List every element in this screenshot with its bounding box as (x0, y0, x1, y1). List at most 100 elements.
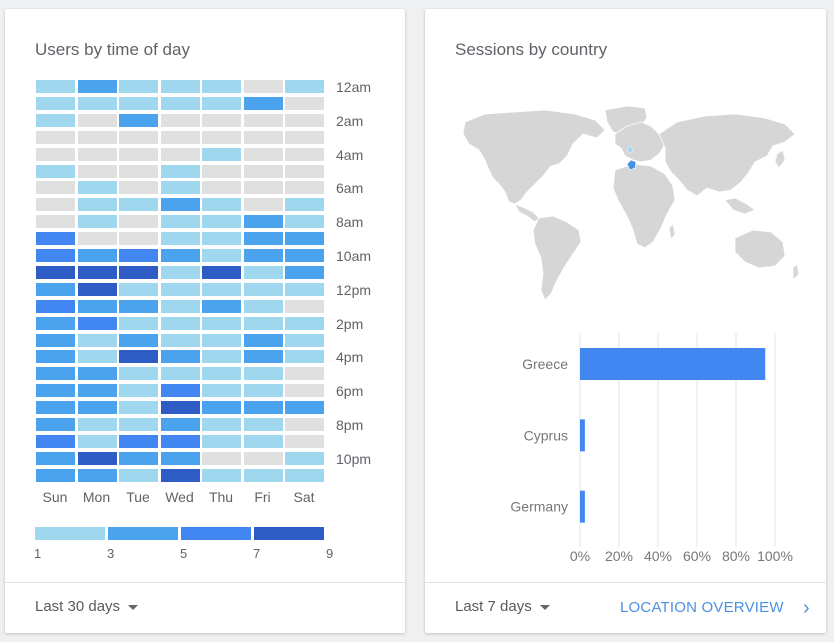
heatmap-cell[interactable] (119, 401, 158, 415)
heatmap-cell[interactable] (77, 215, 117, 229)
heatmap-cell[interactable] (119, 434, 158, 448)
heatmap-cell[interactable] (160, 316, 200, 330)
heatmap-cell[interactable] (202, 299, 241, 313)
heatmap-cell[interactable] (77, 384, 117, 398)
heatmap-cell[interactable] (36, 282, 75, 296)
heatmap-cell[interactable] (36, 401, 75, 415)
heatmap-cell[interactable] (119, 147, 158, 161)
heatmap-cell[interactable] (119, 215, 158, 229)
heatmap-cell[interactable] (285, 299, 324, 313)
heatmap-cell[interactable] (285, 350, 324, 364)
heatmap-cell[interactable] (160, 147, 200, 161)
heatmap-cell[interactable] (285, 384, 324, 398)
heatmap-cell[interactable] (160, 249, 200, 262)
heatmap-cell[interactable] (285, 181, 324, 195)
heatmap-cell[interactable] (119, 350, 158, 364)
heatmap-cell[interactable] (285, 232, 324, 246)
heatmap-cell[interactable] (77, 367, 117, 381)
world-map[interactable] (455, 104, 801, 304)
country-bar[interactable] (580, 419, 585, 452)
heatmap-cell[interactable] (243, 418, 283, 431)
heatmap-cell[interactable] (77, 80, 117, 93)
heatmap-cell[interactable] (36, 384, 75, 398)
heatmap-cell[interactable] (160, 451, 200, 465)
heatmap-cell[interactable] (119, 96, 158, 110)
heatmap-cell[interactable] (119, 265, 158, 279)
heatmap-cell[interactable] (36, 113, 75, 127)
heatmap-cell[interactable] (285, 434, 324, 448)
heatmap-cell[interactable] (202, 418, 241, 431)
heatmap-cell[interactable] (77, 401, 117, 415)
heatmap-cell[interactable] (202, 316, 241, 330)
heatmap-cell[interactable] (202, 198, 241, 212)
heatmap-cell[interactable] (285, 401, 324, 415)
heatmap-cell[interactable] (285, 215, 324, 229)
heatmap-cell[interactable] (119, 418, 158, 431)
heatmap-cell[interactable] (36, 333, 75, 347)
heatmap-cell[interactable] (160, 401, 200, 415)
heatmap-cell[interactable] (243, 113, 283, 127)
heatmap-cell[interactable] (285, 130, 324, 144)
heatmap-cell[interactable] (119, 232, 158, 246)
heatmap-cell[interactable] (36, 198, 75, 212)
heatmap-cell[interactable] (77, 198, 117, 212)
heatmap-cell[interactable] (202, 232, 241, 246)
heatmap-cell[interactable] (160, 232, 200, 246)
heatmap-cell[interactable] (36, 164, 75, 178)
heatmap-cell[interactable] (202, 147, 241, 161)
heatmap-cell[interactable] (36, 468, 75, 482)
heatmap-cell[interactable] (243, 468, 283, 482)
heatmap-cell[interactable] (119, 80, 158, 93)
heatmap-cell[interactable] (243, 282, 283, 296)
heatmap-cell[interactable] (160, 265, 200, 279)
heatmap-cell[interactable] (119, 249, 158, 262)
heatmap-cell[interactable] (119, 468, 158, 482)
heatmap-cell[interactable] (160, 215, 200, 229)
heatmap-cell[interactable] (202, 96, 241, 110)
heatmap-cell[interactable] (285, 451, 324, 465)
heatmap-cell[interactable] (285, 333, 324, 347)
heatmap-cell[interactable] (77, 434, 117, 448)
heatmap-cell[interactable] (202, 451, 241, 465)
heatmap-cell[interactable] (202, 164, 241, 178)
heatmap-cell[interactable] (36, 96, 75, 110)
heatmap-cell[interactable] (119, 198, 158, 212)
heatmap-cell[interactable] (119, 333, 158, 347)
heatmap-cell[interactable] (285, 96, 324, 110)
heatmap-cell[interactable] (77, 468, 117, 482)
heatmap-cell[interactable] (243, 164, 283, 178)
heatmap-cell[interactable] (202, 434, 241, 448)
sessions-date-range-dropdown[interactable]: Last 7 days (455, 598, 550, 615)
heatmap-cell[interactable] (160, 80, 200, 93)
heatmap-cell[interactable] (243, 434, 283, 448)
heatmap-cell[interactable] (243, 451, 283, 465)
heatmap-cell[interactable] (285, 198, 324, 212)
heatmap-cell[interactable] (285, 468, 324, 482)
heatmap-cell[interactable] (243, 130, 283, 144)
heatmap-cell[interactable] (202, 80, 241, 93)
heatmap-cell[interactable] (202, 468, 241, 482)
heatmap-cell[interactable] (202, 384, 241, 398)
heatmap-cell[interactable] (36, 451, 75, 465)
heatmap-cell[interactable] (36, 367, 75, 381)
heatmap-cell[interactable] (119, 316, 158, 330)
heatmap-cell[interactable] (160, 96, 200, 110)
heatmap-cell[interactable] (77, 265, 117, 279)
heatmap-cell[interactable] (243, 384, 283, 398)
heatmap-cell[interactable] (160, 434, 200, 448)
heatmap-cell[interactable] (119, 451, 158, 465)
heatmap-cell[interactable] (77, 113, 117, 127)
country-bar[interactable] (580, 490, 585, 523)
heatmap-cell[interactable] (77, 299, 117, 313)
heatmap-cell[interactable] (243, 401, 283, 415)
heatmap-cell[interactable] (36, 299, 75, 313)
heatmap-cell[interactable] (202, 249, 241, 262)
heatmap-cell[interactable] (36, 232, 75, 246)
heatmap-cell[interactable] (243, 96, 283, 110)
heatmap-cell[interactable] (202, 181, 241, 195)
heatmap-cell[interactable] (77, 418, 117, 431)
heatmap-cell[interactable] (36, 147, 75, 161)
heatmap-cell[interactable] (77, 249, 117, 262)
heatmap-cell[interactable] (119, 367, 158, 381)
heatmap-cell[interactable] (243, 333, 283, 347)
